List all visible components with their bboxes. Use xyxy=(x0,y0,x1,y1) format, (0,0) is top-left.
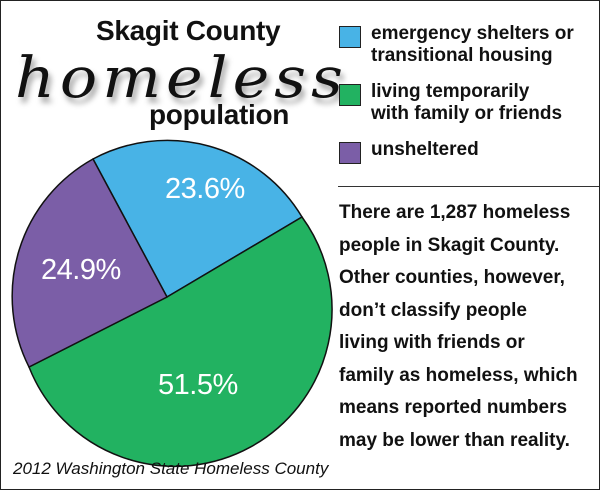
legend-label-line2: with family or friends xyxy=(371,103,563,124)
legend-swatch-unsheltered xyxy=(339,142,361,164)
legend-label-line2: transitional housing xyxy=(371,45,553,66)
slice-family[interactable] xyxy=(28,216,333,468)
legend-item-unsheltered: unsheltered xyxy=(339,139,599,164)
slice-unsheltered[interactable] xyxy=(11,157,169,369)
legend-label-line1: emergency shelters or xyxy=(371,23,574,44)
title-line-1: Skagit County xyxy=(96,15,281,46)
slice-shelters[interactable] xyxy=(91,139,304,299)
title-line-3: population xyxy=(149,99,290,130)
legend-label-line1: unsheltered xyxy=(371,139,479,160)
divider xyxy=(338,186,599,187)
source-caption: 2012 Washington State Homeless County xyxy=(13,459,329,478)
note-text: There are 1,287 homeless people in Skagi… xyxy=(339,202,578,451)
legend-label-line1: living temporarily xyxy=(371,81,530,102)
legend-item-shelters: emergency shelters or transitional housi… xyxy=(339,23,599,67)
title-line-2-script: homeless xyxy=(15,44,348,111)
legend: emergency shelters or transitional housi… xyxy=(339,23,599,175)
legend-item-family: living temporarily with family or friend… xyxy=(339,81,599,125)
legend-swatch-shelters xyxy=(339,26,361,48)
legend-swatch-family xyxy=(339,84,361,106)
